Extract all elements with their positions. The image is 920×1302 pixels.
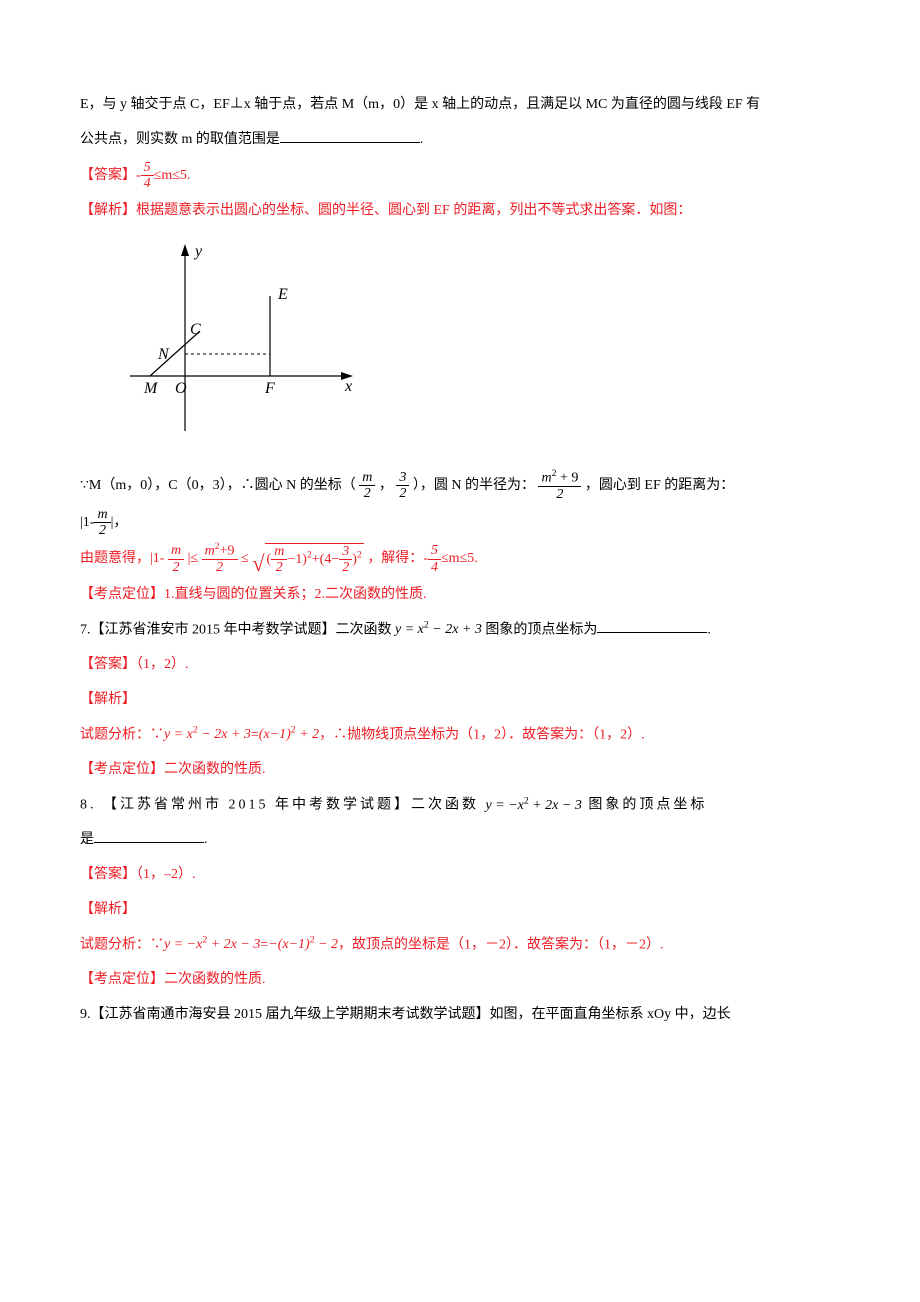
analysis-8-label: 【解析】 bbox=[80, 895, 840, 926]
equation: y = −x2 + 2x − 3 bbox=[486, 798, 582, 813]
topic-text: 二次函数的性质. bbox=[164, 762, 266, 777]
fraction: m2 bbox=[359, 470, 375, 502]
t: ≤ bbox=[241, 551, 249, 566]
coordinate-figure: y x E C N M O F bbox=[120, 236, 840, 459]
analysis-8-body: 试题分析：∵y = −x2 + 2x − 3=−(x−1)2 − 2，故顶点的坐… bbox=[80, 930, 840, 961]
t: 试题分析：∵ bbox=[80, 727, 164, 742]
answer-text: （1，–2）. bbox=[136, 867, 196, 882]
fraction: m2 + 92 bbox=[538, 469, 581, 502]
analysis-1: 【解析】根据题意表示出圆心的坐标、圆的半径、圆心到 EF 的距离，列出不等式求出… bbox=[80, 196, 840, 227]
svg-text:y: y bbox=[193, 243, 203, 260]
t: 9.【江苏省南通市海安县 2015 届九年级上学期期末考试数学试题】如图，在平面… bbox=[80, 1007, 731, 1022]
period: . bbox=[420, 132, 424, 147]
fill-blank bbox=[280, 129, 420, 143]
svg-text:F: F bbox=[264, 380, 275, 397]
answer-7: 【答案】（1，2）. bbox=[80, 650, 840, 681]
t: 8. 【江苏省常州市 2015 年中考数学试题】二次函数 bbox=[80, 798, 486, 813]
fraction: m2+92 bbox=[202, 542, 238, 575]
problem-text-line2: 公共点，则实数 m 的取值范围是. bbox=[80, 125, 840, 156]
t: 7.【江苏省淮安市 2015 年中考数学试题】二次函数 bbox=[80, 622, 395, 637]
t: |1- bbox=[80, 515, 94, 530]
answer-8: 【答案】（1，–2）. bbox=[80, 860, 840, 891]
fill-blank bbox=[597, 619, 707, 633]
question-7: 7.【江苏省淮安市 2015 年中考数学试题】二次函数 y = x2 − 2x … bbox=[80, 615, 840, 646]
t: ，∴抛物线顶点坐标为（1，2）．故答案为：（1，2）. bbox=[319, 727, 645, 742]
analysis-7-label: 【解析】 bbox=[80, 685, 840, 716]
analysis-text: 根据题意表示出圆心的坐标、圆的半径、圆心到 EF 的距离，列出不等式求出答案．如… bbox=[136, 203, 691, 218]
sqrt: √ (m2−1)2+(4−32)2 bbox=[252, 543, 364, 576]
fraction: m2 bbox=[168, 543, 184, 575]
t: 图象的顶点坐标 bbox=[582, 798, 708, 813]
derivation-line-1b: |1-m2|， bbox=[80, 507, 840, 539]
text: E，与 y 轴交于点 C，EF⊥x 轴于点，若点 M（m，0）是 x 轴上的动点… bbox=[80, 97, 760, 112]
analysis-label: 【解析】 bbox=[80, 203, 136, 218]
question-8-line2: 是. bbox=[80, 825, 840, 856]
svg-text:O: O bbox=[175, 380, 187, 397]
t: ，故顶点的坐标是（1，－2）．故答案为：（1，－2）. bbox=[338, 937, 664, 952]
fraction: 54 bbox=[428, 543, 441, 575]
analysis-7-body: 试题分析：∵y = x2 − 2x + 3=(x−1)2 + 2，∴抛物线顶点坐… bbox=[80, 720, 840, 751]
t: 是 bbox=[80, 832, 94, 847]
derivation-line-1: ∵M（m，0），C（0，3），∴圆心 N 的坐标（ m2 ， 32 ），圆 N … bbox=[80, 469, 840, 502]
topic-label: 【考点定位】 bbox=[80, 972, 164, 987]
topic-label: 【考点定位】 bbox=[80, 587, 164, 602]
t: ，解得： bbox=[367, 551, 423, 566]
derivation-line-2: 由题意得，|1- m2 |≤ m2+92 ≤ √ (m2−1)2+(4−32)2… bbox=[80, 542, 840, 575]
topic-1: 【考点定位】1.直线与圆的位置关系；2.二次函数的性质. bbox=[80, 580, 840, 611]
question-9: 9.【江苏省南通市海安县 2015 届九年级上学期期末考试数学试题】如图，在平面… bbox=[80, 1000, 840, 1031]
fraction: m2 bbox=[94, 507, 110, 539]
period: . bbox=[707, 622, 711, 637]
period: . bbox=[204, 832, 208, 847]
equation: y = x2 − 2x + 3 bbox=[395, 622, 482, 637]
topic-label: 【考点定位】 bbox=[80, 762, 164, 777]
answer-label: 【答案】 bbox=[80, 867, 136, 882]
answer-1: 【答案】-54≤m≤5. bbox=[80, 160, 840, 192]
question-8: 8. 【江苏省常州市 2015 年中考数学试题】二次函数 y = −x2 + 2… bbox=[80, 790, 840, 821]
topic-8: 【考点定位】二次函数的性质. bbox=[80, 965, 840, 996]
analysis-label: 【解析】 bbox=[80, 692, 136, 707]
t: 由题意得，|1- bbox=[80, 551, 164, 566]
analysis-label: 【解析】 bbox=[80, 902, 136, 917]
svg-text:E: E bbox=[277, 286, 288, 303]
t: |， bbox=[111, 515, 128, 530]
fraction: 54 bbox=[141, 160, 154, 192]
problem-text-line1: E，与 y 轴交于点 C，EF⊥x 轴于点，若点 M（m，0）是 x 轴上的动点… bbox=[80, 90, 840, 121]
t: ），圆 N 的半径为： bbox=[413, 478, 535, 493]
svg-text:C: C bbox=[190, 321, 201, 338]
tail: ≤m≤5. bbox=[154, 168, 191, 183]
t: |≤ bbox=[188, 551, 199, 566]
t: ∵M（m，0），C（0，3），∴圆心 N 的坐标（ bbox=[80, 478, 356, 493]
topic-text: 二次函数的性质. bbox=[164, 972, 266, 987]
t: 试题分析：∵ bbox=[80, 937, 164, 952]
svg-text:N: N bbox=[157, 346, 170, 363]
answer-text: （1，2）. bbox=[136, 657, 189, 672]
answer-label: 【答案】 bbox=[80, 168, 136, 183]
topic-7: 【考点定位】二次函数的性质. bbox=[80, 755, 840, 786]
topic-text: 1.直线与圆的位置关系；2.二次函数的性质. bbox=[164, 587, 427, 602]
answer-label: 【答案】 bbox=[80, 657, 136, 672]
t: ≤m≤5. bbox=[441, 551, 478, 566]
t: ，圆心到 EF 的距离为： bbox=[585, 478, 734, 493]
t: 图象的顶点坐标为 bbox=[482, 622, 598, 637]
fraction: 32 bbox=[396, 470, 409, 502]
svg-text:M: M bbox=[143, 380, 159, 397]
fill-blank bbox=[94, 829, 204, 843]
text: 公共点，则实数 m 的取值范围是 bbox=[80, 132, 280, 147]
t: ， bbox=[379, 478, 393, 493]
svg-text:x: x bbox=[344, 378, 352, 395]
